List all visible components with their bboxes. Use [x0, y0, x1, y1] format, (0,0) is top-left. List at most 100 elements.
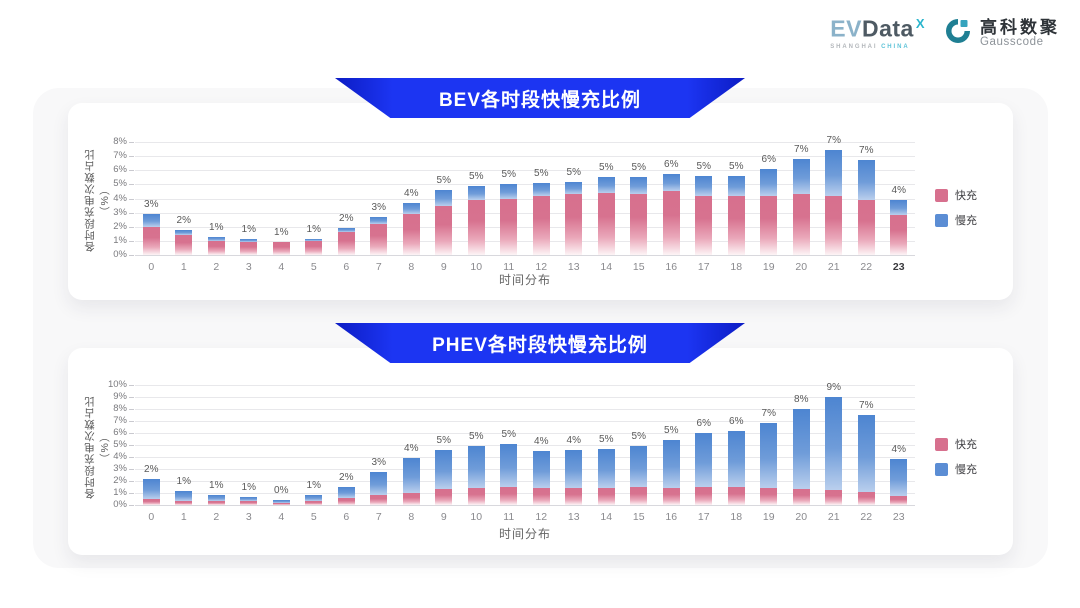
bar-fast-segment [337, 497, 355, 505]
phev-chart-title-ribbon: PHEV各时段快慢充比例 [335, 323, 745, 363]
x-tick-label: 1 [180, 511, 187, 523]
gridline [135, 505, 915, 506]
bar-fast-segment [370, 495, 388, 505]
bar-total-label: 5% [436, 175, 451, 187]
bar-fast-segment [175, 500, 193, 505]
y-tick-label: 3% [113, 463, 127, 474]
bar-slow-segment [500, 184, 518, 199]
y-tick-label: 7% [113, 150, 127, 162]
bev-x-axis-label: 时间分布 [498, 273, 551, 287]
bar-fast-segment [857, 199, 875, 255]
bar-slow-segment [532, 182, 550, 196]
bar-total-label: 1% [209, 221, 224, 233]
bar-fast-segment [565, 488, 583, 505]
y-tick-mark [129, 212, 134, 214]
evdata-tagline-left: SHANGHAI [830, 43, 878, 50]
x-tick-label: 20 [795, 511, 808, 523]
bar-fast-segment [532, 195, 550, 255]
bar-fast-segment [597, 488, 615, 505]
bar-total-label: 2% [144, 463, 159, 475]
bar-total-label: 4% [891, 184, 906, 196]
bar-fast-segment [792, 194, 810, 255]
fast-charge-label: 快充 [955, 439, 977, 451]
x-tick-label: 3 [245, 511, 252, 523]
bar-slow-segment [597, 177, 615, 193]
bar-total-label: 8% [794, 394, 809, 405]
charts-panel: BEV各时段快慢充比例 各时段充电次数占比（%） 0% 1% 2% 3% 4% 5% 6% 7… [33, 78, 1048, 568]
bar-total-label: 2% [339, 472, 354, 483]
y-tick-label: 8% [113, 403, 127, 414]
bar-fast-segment [825, 490, 843, 505]
y-tick-label: 4% [113, 451, 127, 462]
evdata-logo: EVData X SHANGHAI CHINA [830, 17, 925, 50]
gridline [135, 481, 915, 482]
bar-total-label: 1% [241, 482, 256, 494]
y-tick-label: 2% [113, 475, 127, 486]
bar-fast-segment [272, 242, 290, 255]
x-tick-label: 13 [567, 261, 580, 273]
bar-fast-segment [240, 501, 258, 505]
y-tick-mark [129, 421, 134, 422]
y-tick-mark [129, 445, 134, 446]
bar-total-label: 4% [891, 444, 906, 456]
bar-total-label: 1% [209, 480, 224, 492]
y-tick-mark [129, 469, 134, 470]
bar-fast-segment [402, 214, 420, 255]
x-tick-label: 11 [503, 511, 515, 523]
bev-plot-area: 0% 1% 2% 3% 4% 5% 6% 7% 8% 3% 0 2% 1 1% 2 1% 3 1% 4 1% 5 2% 6 3… [113, 135, 915, 273]
bar-total-label: 5% [729, 160, 744, 172]
legend-item-slow: 慢充 [935, 461, 977, 477]
bar-fast-segment [402, 493, 420, 505]
evdata-ev-text: EV [830, 15, 862, 42]
x-tick-label: 23 [892, 511, 905, 523]
bar-total-label: 5% [599, 433, 614, 445]
bar-slow-segment [825, 397, 843, 490]
y-tick-label: 10% [107, 379, 127, 390]
bar-fast-segment [760, 195, 778, 255]
bar-fast-segment [467, 488, 485, 505]
bar-total-label: 0% [274, 484, 289, 496]
phev-chart-card: 各时段充电次数占比（%） 0% 1% 2% 3% 4% 5% 6% 7% 8% 9% 10% 2% 0 1… [68, 348, 1013, 555]
bar-fast-segment [597, 192, 615, 255]
y-tick-mark [129, 226, 134, 228]
gausscode-logo: 高科数聚 Gausscode [943, 16, 1060, 51]
x-tick-label: 12 [535, 511, 548, 523]
slow-charge-swatch [935, 213, 948, 227]
legend-item-fast: 快充 [935, 436, 977, 452]
bar-fast-segment [142, 499, 160, 505]
y-tick-mark [129, 170, 134, 172]
bar-fast-segment [890, 496, 908, 505]
bar-slow-segment [337, 487, 355, 498]
bar-slow-segment [240, 239, 258, 242]
bar-slow-segment [272, 241, 290, 243]
y-tick-mark [129, 409, 134, 410]
evdata-tagline-right: CHINA [881, 43, 910, 50]
x-tick-label: 15 [632, 261, 645, 273]
bar-slow-segment [662, 174, 680, 192]
bar-slow-segment [630, 177, 648, 195]
x-tick-label: 16 [665, 261, 678, 273]
evdata-x-mark: X [915, 16, 925, 32]
evdata-wordmark: EVData X [830, 17, 925, 41]
x-tick-label: 23 [892, 261, 905, 273]
bar-total-label: 5% [631, 162, 646, 174]
bar-total-label: 4% [404, 443, 419, 455]
bar-slow-segment [565, 181, 583, 195]
gausscode-text: 高科数聚 Gausscode [980, 17, 1060, 49]
bar-slow-segment [467, 185, 485, 200]
x-tick-label: 4 [278, 261, 285, 273]
y-tick-mark [129, 385, 134, 386]
x-tick-label: 14 [600, 261, 613, 273]
gridline [135, 198, 915, 200]
bar-total-label: 7% [859, 400, 874, 411]
bar-slow-segment [857, 415, 875, 492]
gausscode-name-cn: 高科数聚 [980, 17, 1060, 37]
bar-fast-segment [435, 489, 453, 505]
bar-total-label: 4% [566, 434, 581, 446]
bar-fast-segment [825, 195, 843, 255]
y-tick-label: 8% [113, 136, 127, 147]
bar-total-label: 5% [631, 431, 646, 443]
x-tick-label: 18 [730, 511, 743, 523]
x-tick-label: 17 [697, 511, 710, 523]
y-tick-mark [129, 240, 134, 242]
